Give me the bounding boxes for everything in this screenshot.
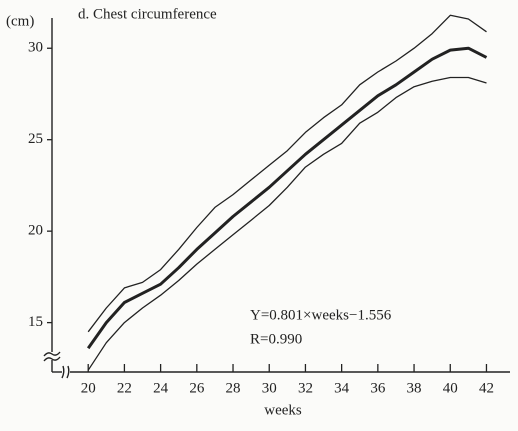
y-tick-label: 30 bbox=[28, 40, 43, 56]
x-tick-label: 24 bbox=[153, 380, 169, 396]
x-tick-label: 26 bbox=[189, 380, 205, 396]
x-tick-label: 28 bbox=[226, 380, 241, 396]
chart-title: d. Chest circumference bbox=[78, 6, 217, 22]
x-tick-label: 22 bbox=[117, 380, 132, 396]
x-tick-label: 42 bbox=[479, 380, 494, 396]
y-tick-label: 25 bbox=[28, 131, 43, 147]
x-axis-label: weeks bbox=[264, 402, 302, 418]
axis-break bbox=[43, 351, 61, 362]
y-tick-label: 20 bbox=[28, 223, 43, 239]
line-series bbox=[87, 14, 487, 333]
annotation: R=0.990 bbox=[250, 331, 302, 347]
x-tick-label: 40 bbox=[443, 380, 458, 396]
x-tick-label: 34 bbox=[334, 380, 350, 396]
y-axis-label: (cm) bbox=[6, 13, 34, 29]
x-tick-label: 36 bbox=[370, 380, 386, 396]
x-tick-label: 38 bbox=[407, 380, 422, 396]
x-tick-label: 32 bbox=[298, 380, 313, 396]
x-tick-label: 20 bbox=[81, 380, 96, 396]
annotation: Y=0.801×weeks−1.556 bbox=[250, 307, 392, 323]
y-tick-label: 15 bbox=[28, 314, 43, 330]
x-tick-label: 30 bbox=[262, 380, 277, 396]
line-series bbox=[86, 46, 488, 350]
axis-break bbox=[61, 365, 70, 379]
line-series bbox=[87, 76, 487, 371]
